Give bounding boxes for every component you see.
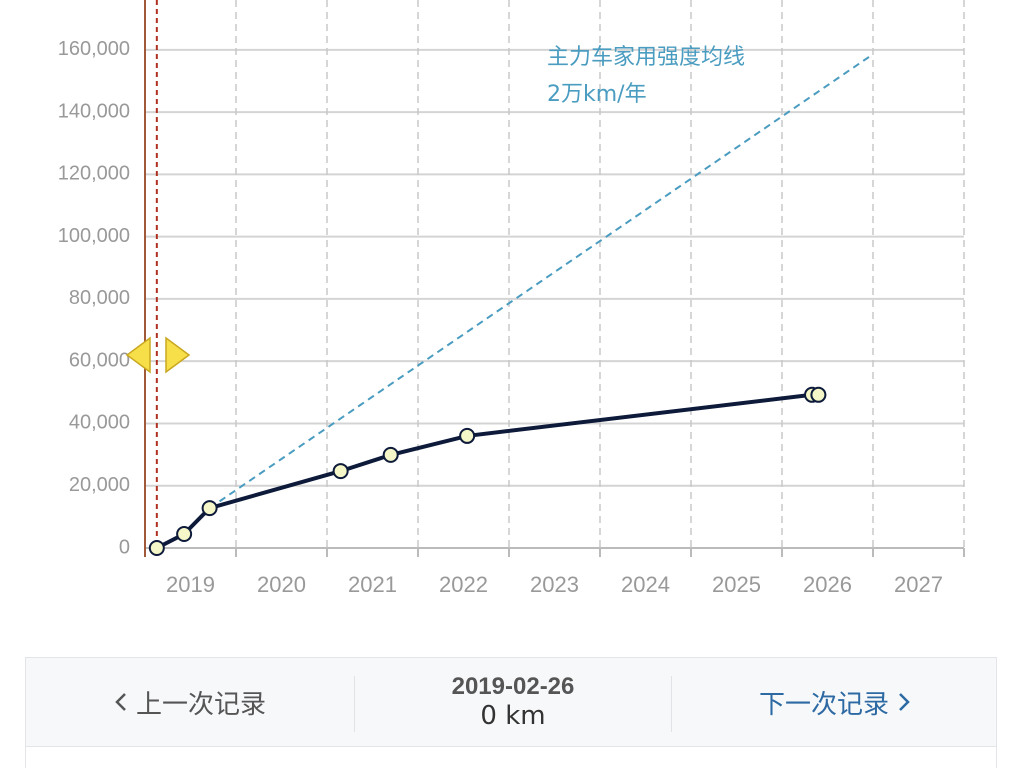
separator: [354, 676, 355, 732]
y-tick-label: 80,000: [69, 287, 130, 309]
x-tick-label: 2025: [712, 572, 761, 597]
x-tick-label: 2023: [530, 572, 579, 597]
x-tick-label: 2027: [894, 572, 943, 597]
x-tick-label: 2019: [166, 572, 215, 597]
y-tick-label: 60,000: [69, 349, 130, 371]
next-button[interactable]: 下一次记录: [672, 658, 998, 746]
drag-handle-left: [125, 336, 151, 374]
record-mileage: 0 km: [480, 701, 546, 731]
data-point: [382, 446, 399, 463]
y-tick-label: 100,000: [58, 225, 130, 247]
drag-handle-right: [165, 336, 191, 374]
data-point: [176, 525, 193, 542]
reference-line: [209, 53, 874, 509]
annotation: 2万km/年: [547, 82, 647, 107]
y-tick-label: 140,000: [58, 100, 130, 122]
data-point: [332, 463, 349, 480]
chart: 0 20,000 40,000 60,000 80,000 100,000 120,000 1…: [58, 0, 965, 597]
x-tick-label: 2021: [348, 572, 397, 597]
y-tick-label: 0: [119, 536, 130, 558]
chevron-right: [899, 693, 910, 711]
y-tick-label: 120,000: [58, 163, 130, 185]
data-point: [148, 540, 165, 556]
x-tick-label: 2020: [257, 572, 306, 597]
x-tick-label: 2026: [803, 572, 852, 597]
separator: [671, 676, 672, 732]
previous-button[interactable]: 上一次记录: [26, 658, 354, 746]
data-line: [155, 392, 819, 550]
y-tick-label: 20,000: [69, 474, 130, 496]
x-tick-label: 2022: [439, 572, 488, 597]
y-tick-label: 160,000: [58, 38, 130, 60]
x-tick-label: 2024: [621, 572, 670, 597]
card-body: [26, 746, 996, 770]
chevron-left: [115, 693, 126, 711]
next-label: 下一次记录: [758, 689, 889, 720]
data-point: [810, 386, 827, 403]
record-card: 上一次记录 2019-02-26 0 km 下一次记录: [25, 657, 998, 770]
annotation: 主力车家用强度均线: [547, 45, 745, 70]
y-tick-label: 40,000: [69, 412, 130, 434]
current-record: 2019-02-26 0 km: [355, 658, 671, 746]
record-date: 2019-02-26: [451, 673, 575, 700]
previous-label: 上一次记录: [135, 689, 266, 720]
data-point: [459, 427, 476, 444]
data-point: [201, 500, 218, 517]
